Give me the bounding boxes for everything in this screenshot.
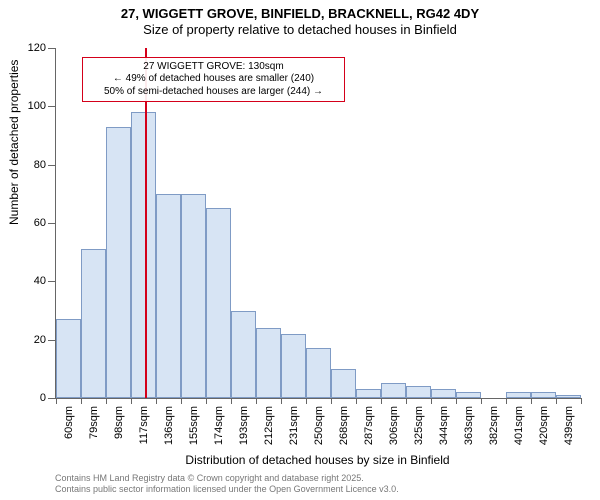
title-block: 27, WIGGETT GROVE, BINFIELD, BRACKNELL, … xyxy=(0,0,600,39)
x-tick-label: 439sqm xyxy=(563,406,575,445)
x-tick xyxy=(431,398,432,404)
histogram-bar xyxy=(181,194,206,398)
y-tick xyxy=(48,398,56,399)
x-tick xyxy=(56,398,57,404)
y-tick-label: 60 xyxy=(34,217,46,229)
x-tick-label: 193sqm xyxy=(238,406,250,445)
histogram-bar xyxy=(206,208,231,398)
histogram-bar xyxy=(456,392,481,398)
x-tick-label: 382sqm xyxy=(488,406,500,445)
footer-line2: Contains public sector information licen… xyxy=(55,484,580,495)
footer-line1: Contains HM Land Registry data © Crown c… xyxy=(55,473,580,484)
histogram-bar xyxy=(556,395,581,398)
annotation-line: 27 WIGGETT GROVE: 130sqm xyxy=(89,61,338,74)
y-tick-label: 100 xyxy=(28,100,46,112)
annotation-line: ← 49% of detached houses are smaller (24… xyxy=(89,73,338,86)
histogram-bar xyxy=(256,328,281,398)
title-main: 27, WIGGETT GROVE, BINFIELD, BRACKNELL, … xyxy=(0,6,600,22)
x-tick xyxy=(231,398,232,404)
histogram-bar xyxy=(506,392,531,398)
plot-area: 02040608010012060sqm79sqm98sqm117sqm136s… xyxy=(55,48,581,399)
x-tick-label: 155sqm xyxy=(188,406,200,445)
histogram-bar xyxy=(356,389,381,398)
y-tick-label: 40 xyxy=(34,275,46,287)
histogram-bar xyxy=(431,389,456,398)
x-tick-label: 420sqm xyxy=(538,406,550,445)
x-tick xyxy=(356,398,357,404)
x-tick xyxy=(481,398,482,404)
x-tick-label: 174sqm xyxy=(213,406,225,445)
histogram-bar xyxy=(381,383,406,398)
title-sub: Size of property relative to detached ho… xyxy=(0,22,600,38)
x-tick xyxy=(156,398,157,404)
histogram-bar xyxy=(281,334,306,398)
x-tick xyxy=(331,398,332,404)
x-tick-label: 98sqm xyxy=(113,406,125,439)
x-tick-label: 136sqm xyxy=(163,406,175,445)
x-tick xyxy=(506,398,507,404)
y-tick xyxy=(48,340,56,341)
x-tick xyxy=(556,398,557,404)
x-tick-label: 212sqm xyxy=(263,406,275,445)
x-tick xyxy=(256,398,257,404)
x-tick xyxy=(281,398,282,404)
y-tick-label: 20 xyxy=(34,334,46,346)
y-tick xyxy=(48,165,56,166)
y-tick-label: 0 xyxy=(40,392,46,404)
histogram-bar xyxy=(131,112,156,398)
x-tick-label: 363sqm xyxy=(463,406,475,445)
x-tick-label: 306sqm xyxy=(388,406,400,445)
x-tick-label: 250sqm xyxy=(313,406,325,445)
annotation-line: 50% of semi-detached houses are larger (… xyxy=(89,86,338,99)
chart-container: 27, WIGGETT GROVE, BINFIELD, BRACKNELL, … xyxy=(0,0,600,500)
x-tick xyxy=(456,398,457,404)
histogram-bar xyxy=(331,369,356,398)
x-axis-label: Distribution of detached houses by size … xyxy=(55,453,580,467)
x-tick xyxy=(131,398,132,404)
x-tick xyxy=(181,398,182,404)
histogram-bar xyxy=(231,311,256,399)
y-tick xyxy=(48,223,56,224)
x-tick-label: 117sqm xyxy=(138,406,150,444)
x-tick-label: 60sqm xyxy=(63,406,75,439)
histogram-bar xyxy=(306,348,331,398)
annotation-box: 27 WIGGETT GROVE: 130sqm← 49% of detache… xyxy=(82,57,345,103)
x-tick xyxy=(306,398,307,404)
x-tick xyxy=(406,398,407,404)
y-tick xyxy=(48,106,56,107)
x-tick-label: 231sqm xyxy=(288,406,300,445)
x-tick-label: 401sqm xyxy=(513,406,525,445)
x-tick-label: 268sqm xyxy=(338,406,350,445)
x-tick-label: 344sqm xyxy=(438,406,450,445)
footer: Contains HM Land Registry data © Crown c… xyxy=(55,473,580,495)
y-tick xyxy=(48,48,56,49)
histogram-bar xyxy=(56,319,81,398)
x-tick xyxy=(531,398,532,404)
histogram-bar xyxy=(406,386,431,398)
y-tick-label: 80 xyxy=(34,159,46,171)
x-tick xyxy=(206,398,207,404)
y-tick xyxy=(48,281,56,282)
x-tick xyxy=(81,398,82,404)
y-axis-label: Number of detached properties xyxy=(7,60,21,225)
y-tick-label: 120 xyxy=(28,42,46,54)
histogram-bar xyxy=(106,127,131,398)
x-tick xyxy=(381,398,382,404)
x-tick-label: 79sqm xyxy=(88,406,100,439)
x-tick-label: 325sqm xyxy=(413,406,425,445)
histogram-bar xyxy=(81,249,106,398)
x-tick xyxy=(106,398,107,404)
x-tick-label: 287sqm xyxy=(363,406,375,445)
x-tick xyxy=(581,398,582,404)
histogram-bar xyxy=(531,392,556,398)
histogram-bar xyxy=(156,194,181,398)
